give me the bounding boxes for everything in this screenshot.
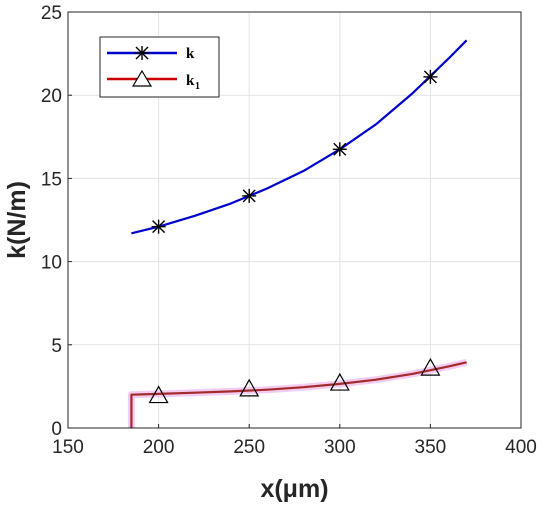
series-k-point [242, 188, 257, 203]
legend-k1-label: k [186, 73, 195, 89]
y-axis-title: k(N/m) [3, 181, 31, 259]
x-tick-label: 200 [143, 437, 175, 458]
legend-k-label: k [186, 46, 195, 62]
x-axis-title: x(μm) [260, 475, 328, 503]
y-tick-label: 10 [41, 253, 62, 274]
plot-frame [67, 11, 522, 429]
series-k-point [151, 219, 166, 234]
legend: k k 1 [99, 36, 220, 98]
series-k1-point [148, 385, 169, 404]
x-tick-label: 350 [415, 437, 447, 458]
y-tick-label: 0 [51, 419, 62, 440]
x-tick-label: 400 [505, 437, 537, 458]
series-k-line [131, 39, 468, 235]
series-k-point [332, 142, 347, 157]
legend-k1-subscript: 1 [195, 81, 200, 92]
y-tick-label: 5 [51, 336, 62, 357]
series-k1-point [329, 372, 350, 391]
legend-box [99, 36, 220, 98]
legend-k1-marker [131, 69, 153, 87]
y-tick-label: 25 [41, 3, 62, 24]
ticks: 150 200 250 300 350 400 0 5 10 15 20 25 [41, 3, 537, 458]
x-tick-label: 300 [324, 437, 356, 458]
series-k1-point [239, 378, 260, 397]
legend-k-marker [135, 46, 149, 60]
series-k-point [423, 69, 438, 84]
x-tick-label: 150 [52, 437, 84, 458]
y-tick-label: 15 [41, 169, 62, 190]
x-tick-label: 250 [233, 437, 265, 458]
y-tick-label: 20 [41, 86, 62, 107]
series-layer [127, 39, 468, 428]
series-k1-point [420, 357, 441, 376]
